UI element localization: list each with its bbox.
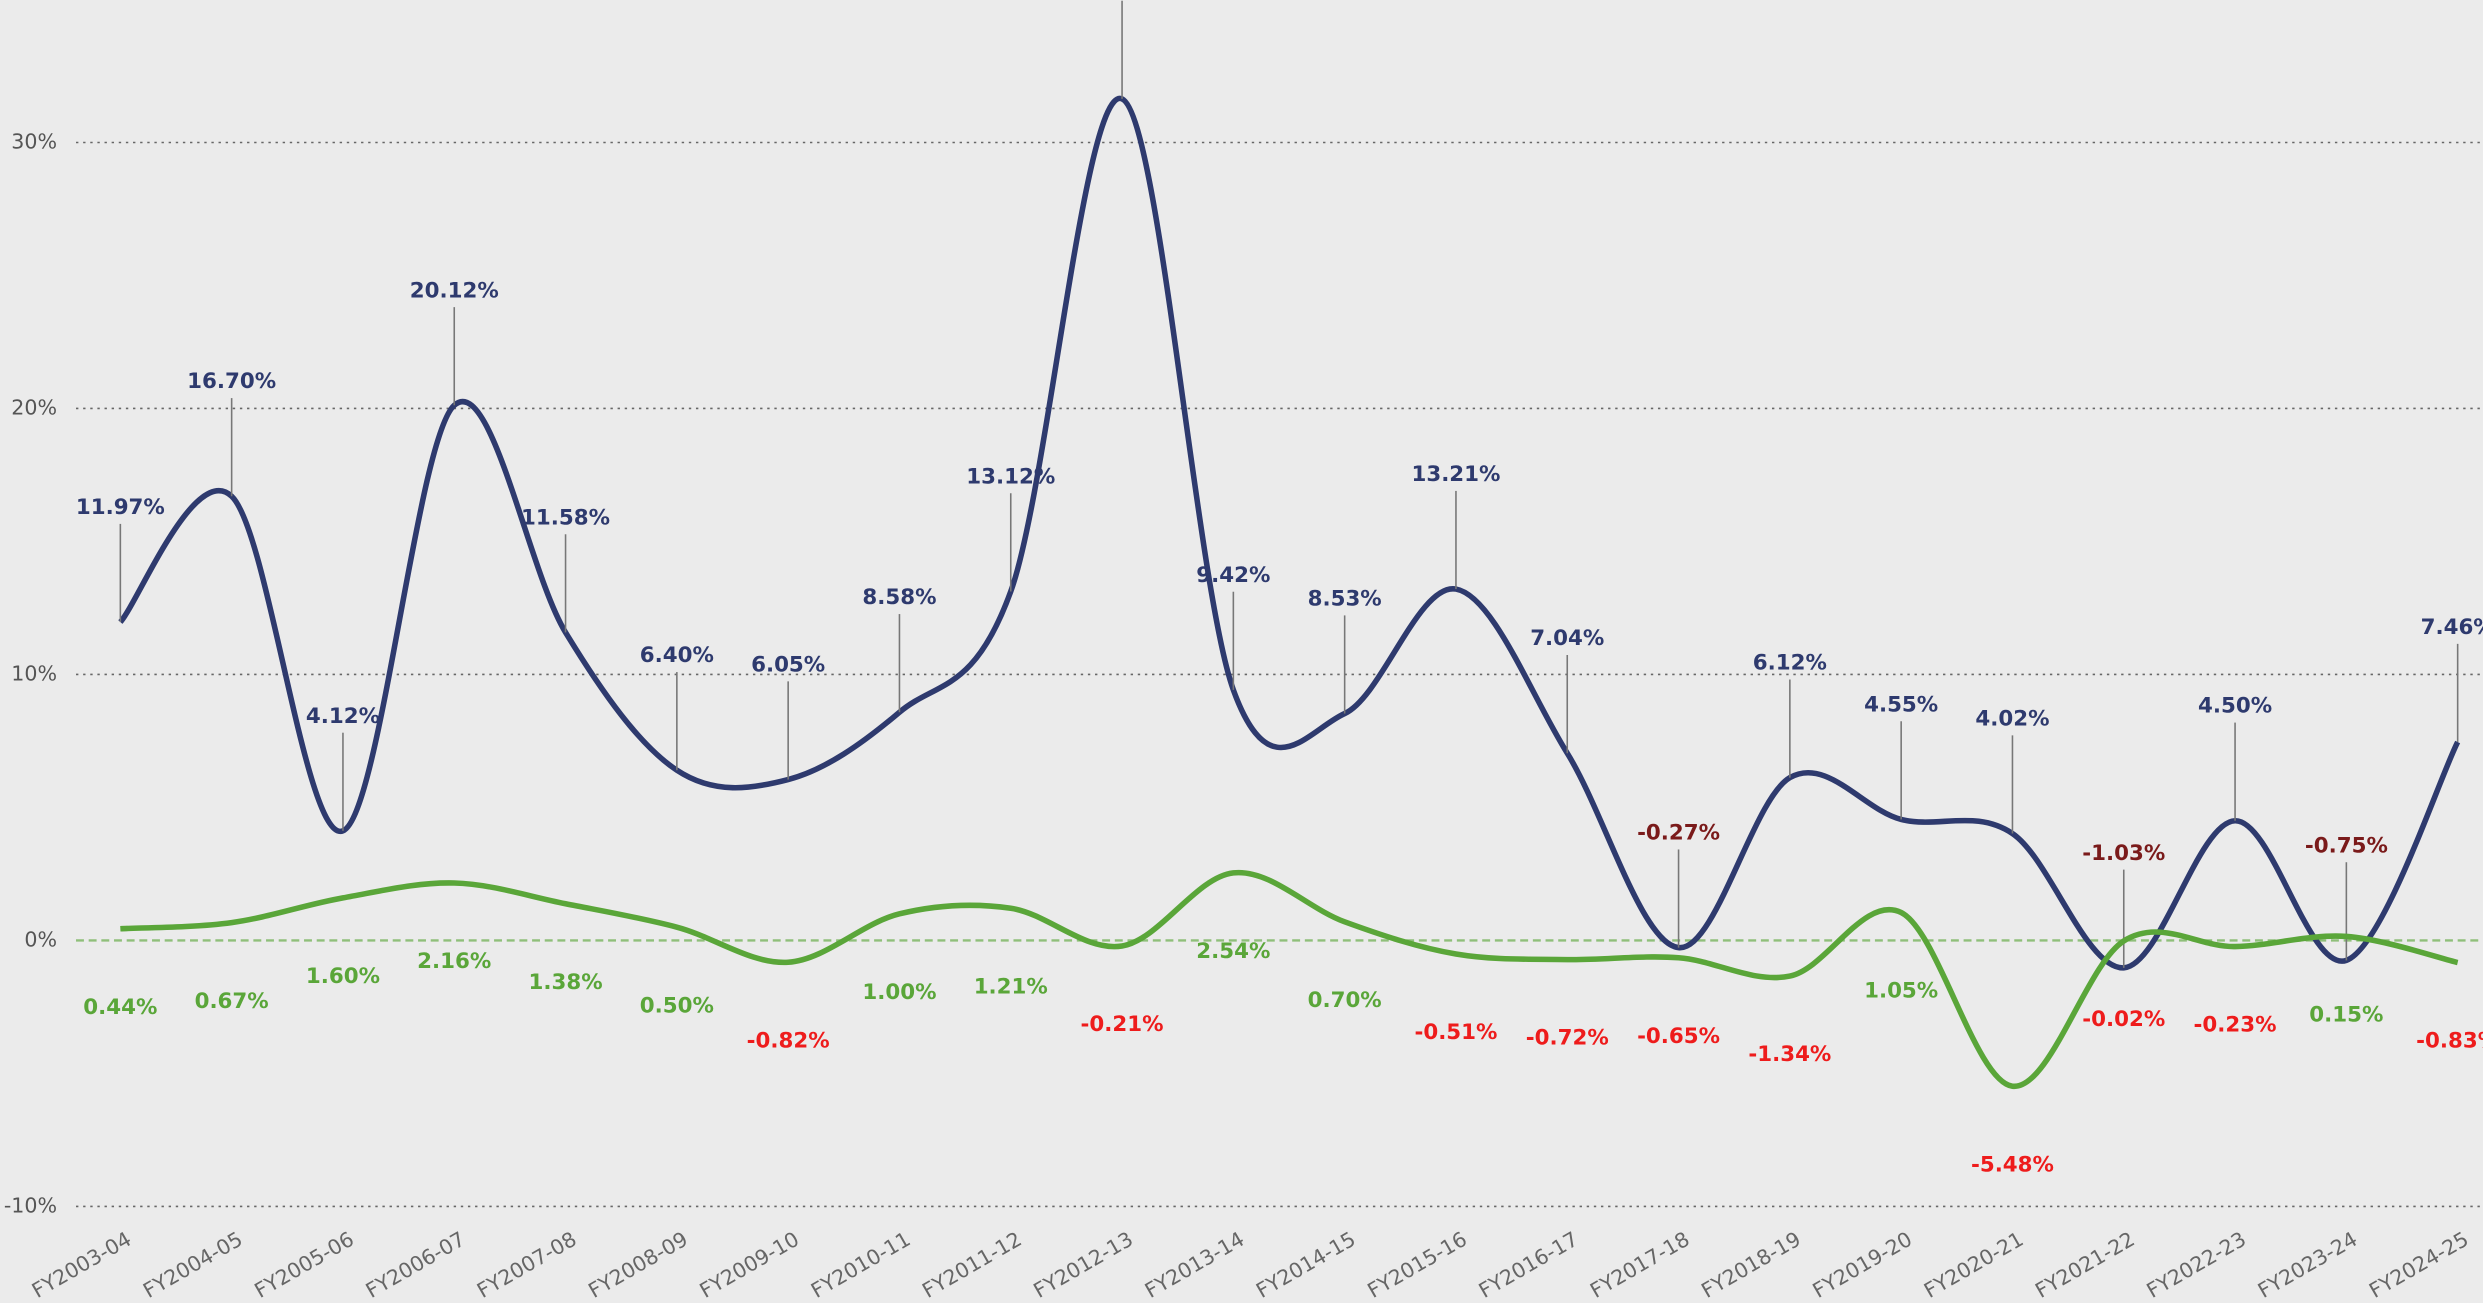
x-tick-label: FY2004-05 <box>139 1227 247 1303</box>
data-label: -0.23% <box>2194 1013 2277 1038</box>
data-label: -1.34% <box>1748 1042 1831 1067</box>
data-label: 2.54% <box>1196 939 1270 964</box>
data-label: -0.72% <box>1526 1026 1609 1051</box>
data-label: -0.75% <box>2305 833 2388 858</box>
data-label: 0.70% <box>1308 988 1382 1013</box>
x-tick-label: FY2024-25 <box>2365 1227 2473 1303</box>
data-label: -5.48% <box>1971 1152 2054 1177</box>
x-tick-label: FY2014-15 <box>1252 1227 1360 1303</box>
x-tick-label: FY2023-24 <box>2254 1227 2362 1303</box>
series-line <box>118 96 2461 971</box>
data-label: -0.02% <box>2082 1007 2165 1032</box>
data-label: 2.16% <box>417 949 491 974</box>
data-label: 4.50% <box>2198 694 2272 719</box>
y-tick-label: 30% <box>11 129 57 153</box>
data-label: 11.97% <box>76 495 165 520</box>
x-tick-label: FY2006-07 <box>362 1227 470 1303</box>
x-tick-label: FY2019-20 <box>1809 1227 1917 1303</box>
x-tick-label: FY2007-08 <box>473 1227 581 1303</box>
data-label: 0.67% <box>195 989 269 1014</box>
data-label: -0.65% <box>1637 1024 1720 1049</box>
data-label: -0.83% <box>2416 1029 2483 1054</box>
data-label: 0.15% <box>2309 1003 2383 1028</box>
x-tick-label: FY2005-06 <box>250 1227 358 1303</box>
data-label: 7.46% <box>2421 615 2483 640</box>
x-tick-label: FY2016-17 <box>1475 1227 1583 1303</box>
data-label: -0.21% <box>1081 1012 1164 1037</box>
x-tick-label: FY2015-16 <box>1363 1227 1471 1303</box>
data-label: 1.21% <box>974 974 1048 999</box>
x-tick-label: FY2009-10 <box>696 1227 804 1303</box>
x-tick-label: FY2022-23 <box>2142 1227 2250 1303</box>
data-label: 4.12% <box>306 704 380 729</box>
x-tick-label: FY2010-11 <box>807 1227 915 1303</box>
data-label: 9.42% <box>1196 563 1270 588</box>
data-label: 4.02% <box>1975 707 2049 732</box>
y-tick-label: 10% <box>11 661 57 685</box>
x-tick-label: FY2011-12 <box>918 1227 1026 1303</box>
data-label: 8.53% <box>1308 587 1382 612</box>
data-label: 13.12% <box>966 464 1055 489</box>
data-label: 20.12% <box>410 278 499 303</box>
x-tick-label: FY2003-04 <box>28 1227 136 1303</box>
data-label: 1.60% <box>306 964 380 989</box>
x-tick-label: FY2017-18 <box>1586 1227 1694 1303</box>
data-label: 6.12% <box>1753 651 1827 676</box>
data-label: 6.40% <box>640 643 714 668</box>
data-label: -0.82% <box>747 1028 830 1053</box>
data-label: 0.50% <box>640 993 714 1018</box>
data-label: 7.04% <box>1530 626 1604 651</box>
data-label: -0.51% <box>1414 1020 1497 1045</box>
data-label: -0.27% <box>1637 821 1720 846</box>
y-tick-label: 0% <box>24 927 57 951</box>
data-label: 16.70% <box>187 369 276 394</box>
x-tick-label: FY2012-13 <box>1029 1227 1137 1303</box>
data-label: 1.00% <box>862 980 936 1005</box>
data-label: 6.05% <box>751 653 825 678</box>
x-tick-label: FY2013-14 <box>1141 1227 1249 1303</box>
x-tick-label: FY2018-19 <box>1697 1227 1805 1303</box>
x-tick-label: FY2008-09 <box>584 1227 692 1303</box>
x-tick-label: FY2021-22 <box>2031 1227 2139 1303</box>
x-tick-label: FY2020-21 <box>1920 1227 2028 1303</box>
data-label: -1.03% <box>2082 841 2165 866</box>
data-label: 1.38% <box>528 970 602 995</box>
data-label: 11.58% <box>521 505 610 530</box>
data-label: 0.44% <box>83 995 157 1020</box>
series-line <box>120 869 2459 1089</box>
data-label: 1.05% <box>1864 979 1938 1004</box>
data-label: 13.21% <box>1411 462 1500 487</box>
data-label: 8.58% <box>862 585 936 610</box>
y-tick-label: 20% <box>11 395 57 419</box>
y-tick-label: -10% <box>4 1193 57 1217</box>
data-label: 4.55% <box>1864 692 1938 717</box>
